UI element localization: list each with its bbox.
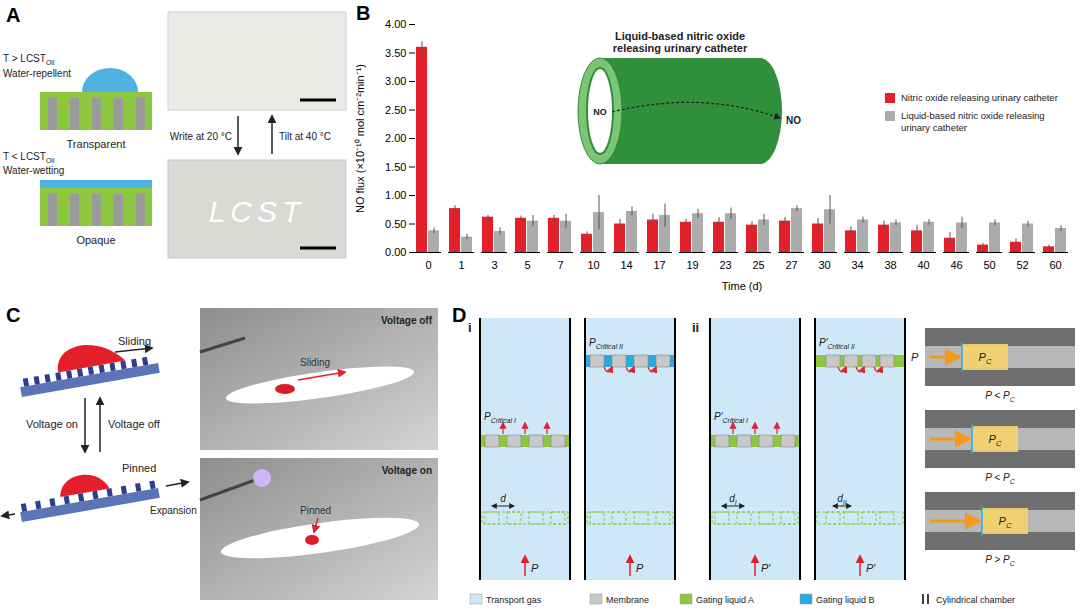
svg-text:50: 50: [983, 259, 995, 271]
svg-text:PC: PC: [999, 515, 1012, 530]
svg-text:19: 19: [686, 259, 698, 271]
svg-text:1.00: 1.00: [385, 189, 406, 201]
svg-text:30: 30: [818, 259, 830, 271]
svg-text:Time (d): Time (d): [722, 280, 763, 292]
svg-text:2.00: 2.00: [385, 132, 406, 144]
svg-text:NO flux (×10⁻¹⁰ mol cm⁻²min⁻¹): NO flux (×10⁻¹⁰ mol cm⁻²min⁻¹): [354, 64, 366, 213]
svg-text:2.50: 2.50: [385, 104, 406, 116]
svg-text:Transport gas: Transport gas: [486, 595, 542, 605]
svg-text:P′: P′: [866, 562, 876, 574]
svg-text:34: 34: [851, 259, 863, 271]
svg-text:LCST: LCST: [209, 195, 306, 228]
svg-text:3.00: 3.00: [385, 75, 406, 87]
svg-text:0.00: 0.00: [385, 246, 406, 258]
svg-text:4.00: 4.00: [385, 18, 406, 30]
svg-text:40: 40: [917, 259, 929, 271]
svg-text:i: i: [468, 320, 472, 335]
svg-text:P′: P′: [761, 562, 771, 574]
svg-text:Water-repellent: Water-repellent: [3, 68, 71, 79]
svg-text:1: 1: [458, 259, 464, 271]
svg-text:Pinned: Pinned: [122, 462, 156, 474]
svg-text:14: 14: [620, 259, 632, 271]
svg-text:Expansion: Expansion: [150, 505, 197, 516]
svg-text:Voltage off: Voltage off: [381, 315, 433, 326]
svg-text:Gating liquid A: Gating liquid A: [696, 595, 754, 605]
svg-text:3.50: 3.50: [385, 47, 406, 59]
svg-text:P: P: [636, 562, 644, 574]
svg-text:PC: PC: [989, 433, 1002, 448]
svg-text:B: B: [356, 2, 370, 24]
svg-text:P′Critical I: P′Critical I: [714, 411, 748, 424]
svg-text:46: 46: [950, 259, 962, 271]
svg-text:1.50: 1.50: [385, 161, 406, 173]
svg-text:T < LCSTOil: T < LCSTOil: [3, 151, 55, 164]
svg-text:38: 38: [884, 259, 896, 271]
svg-text:23: 23: [719, 259, 731, 271]
svg-text:5: 5: [524, 259, 530, 271]
svg-text:P > PC: P > PC: [985, 554, 1015, 567]
svg-text:7: 7: [557, 259, 563, 271]
svg-text:0: 0: [425, 259, 431, 271]
svg-text:PC: PC: [979, 351, 992, 366]
svg-text:D: D: [452, 304, 466, 326]
svg-text:T > LCSTOil: T > LCSTOil: [3, 53, 55, 66]
svg-text:Gating liquid B: Gating liquid B: [816, 595, 875, 605]
svg-text:d: d: [500, 493, 506, 504]
svg-text:P′Critical II: P′Critical II: [819, 337, 855, 350]
svg-text:Cylindrical chamber: Cylindrical chamber: [936, 595, 1015, 605]
svg-text:ii: ii: [692, 320, 699, 335]
svg-text:0.50: 0.50: [385, 218, 406, 230]
svg-text:releasing urinary catheter: releasing urinary catheter: [613, 42, 748, 54]
svg-text:25: 25: [752, 259, 764, 271]
svg-text:17: 17: [653, 259, 665, 271]
svg-text:P: P: [531, 562, 539, 574]
svg-text:Voltage off: Voltage off: [108, 418, 161, 430]
svg-text:P < PC: P < PC: [985, 472, 1015, 485]
svg-text:Liquid-based nitric oxide: Liquid-based nitric oxide: [615, 30, 745, 42]
svg-text:Water-wetting: Water-wetting: [3, 165, 64, 176]
svg-text:P: P: [911, 351, 919, 363]
svg-text:52: 52: [1016, 259, 1028, 271]
svg-text:NO: NO: [593, 107, 607, 117]
svg-text:Voltage on: Voltage on: [26, 418, 78, 430]
svg-text:Tilt at 40 °C: Tilt at 40 °C: [279, 131, 331, 142]
svg-text:PCritical II: PCritical II: [589, 337, 623, 350]
svg-text:dII: dII: [837, 493, 847, 506]
svg-text:C: C: [6, 304, 20, 326]
svg-text:Sliding: Sliding: [300, 357, 330, 368]
svg-text:10: 10: [587, 259, 599, 271]
html-text:Liquid-based nitric oxide rele: Liquid-based nitric oxide releasing urin…: [901, 110, 1045, 133]
svg-text:60: 60: [1049, 259, 1061, 271]
svg-text:P < PC: P < PC: [985, 390, 1015, 403]
svg-text:Membrane: Membrane: [606, 595, 649, 605]
svg-text:NO: NO: [786, 115, 801, 126]
svg-text:Voltage on: Voltage on: [382, 465, 432, 476]
svg-text:PCritical I: PCritical I: [484, 411, 516, 424]
svg-text:3: 3: [491, 259, 497, 271]
svg-text:Write at 20 °C: Write at 20 °C: [170, 131, 232, 142]
svg-text:27: 27: [785, 259, 797, 271]
svg-text:dI: dI: [729, 493, 737, 506]
svg-text:Transparent: Transparent: [67, 138, 126, 150]
svg-text:A: A: [6, 4, 20, 26]
svg-text:Opaque: Opaque: [76, 234, 115, 246]
svg-text:Pinned: Pinned: [300, 505, 331, 516]
svg-text:Sliding: Sliding: [118, 335, 151, 347]
html-text:Nitric oxide releasing urinary: Nitric oxide releasing urinary catheter: [901, 92, 1058, 103]
